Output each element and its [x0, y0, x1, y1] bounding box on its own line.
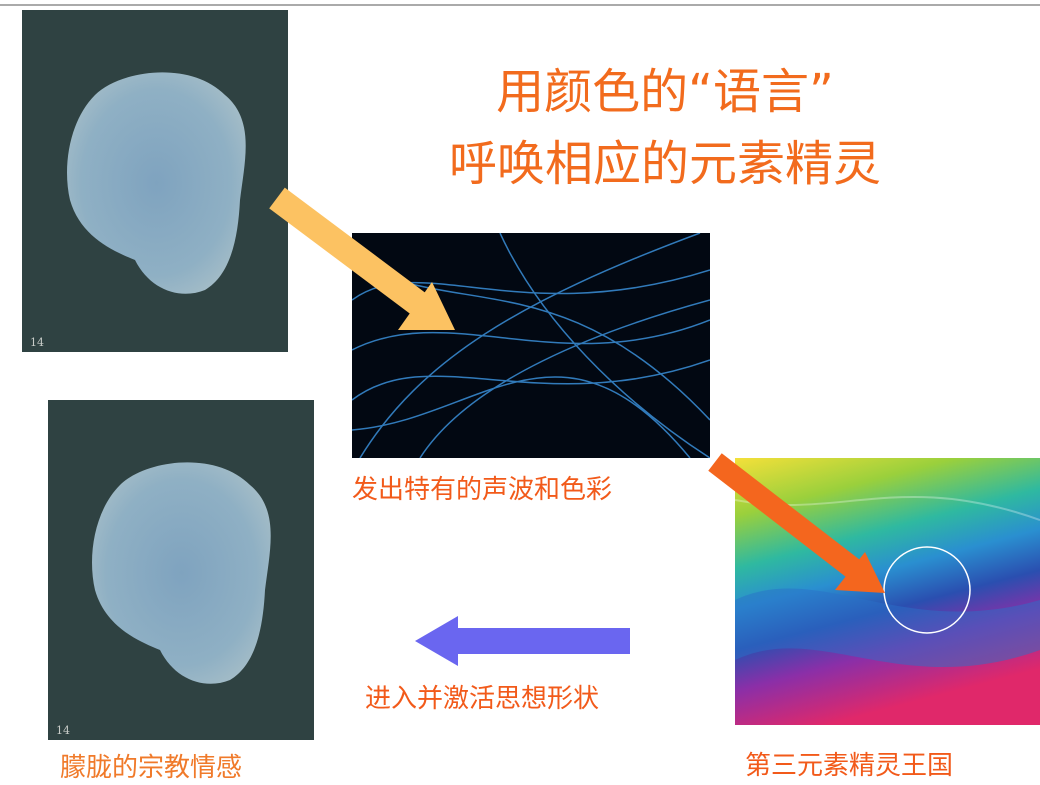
caption: 第三元素精灵王国: [745, 751, 953, 781]
page-label: 14: [30, 336, 44, 349]
arrow-orange: [708, 453, 885, 593]
rainbow-image: [735, 458, 1040, 725]
title-line: 用颜色的“语言”: [496, 64, 834, 120]
arrow-yellow: [269, 187, 455, 330]
page-label: 14: [56, 724, 70, 737]
caption: 进入并激活思想形状: [365, 684, 599, 714]
fiber-image: [352, 233, 710, 458]
title-line: 呼唤相应的元素精灵: [449, 136, 881, 192]
arrow-blue: [415, 616, 630, 666]
caption: 朦胧的宗教情感: [60, 753, 242, 783]
painting: 14: [48, 400, 314, 740]
caption: 发出特有的声波和色彩: [352, 475, 612, 505]
highlight-circle: [883, 546, 971, 634]
painting: 14: [22, 10, 288, 352]
